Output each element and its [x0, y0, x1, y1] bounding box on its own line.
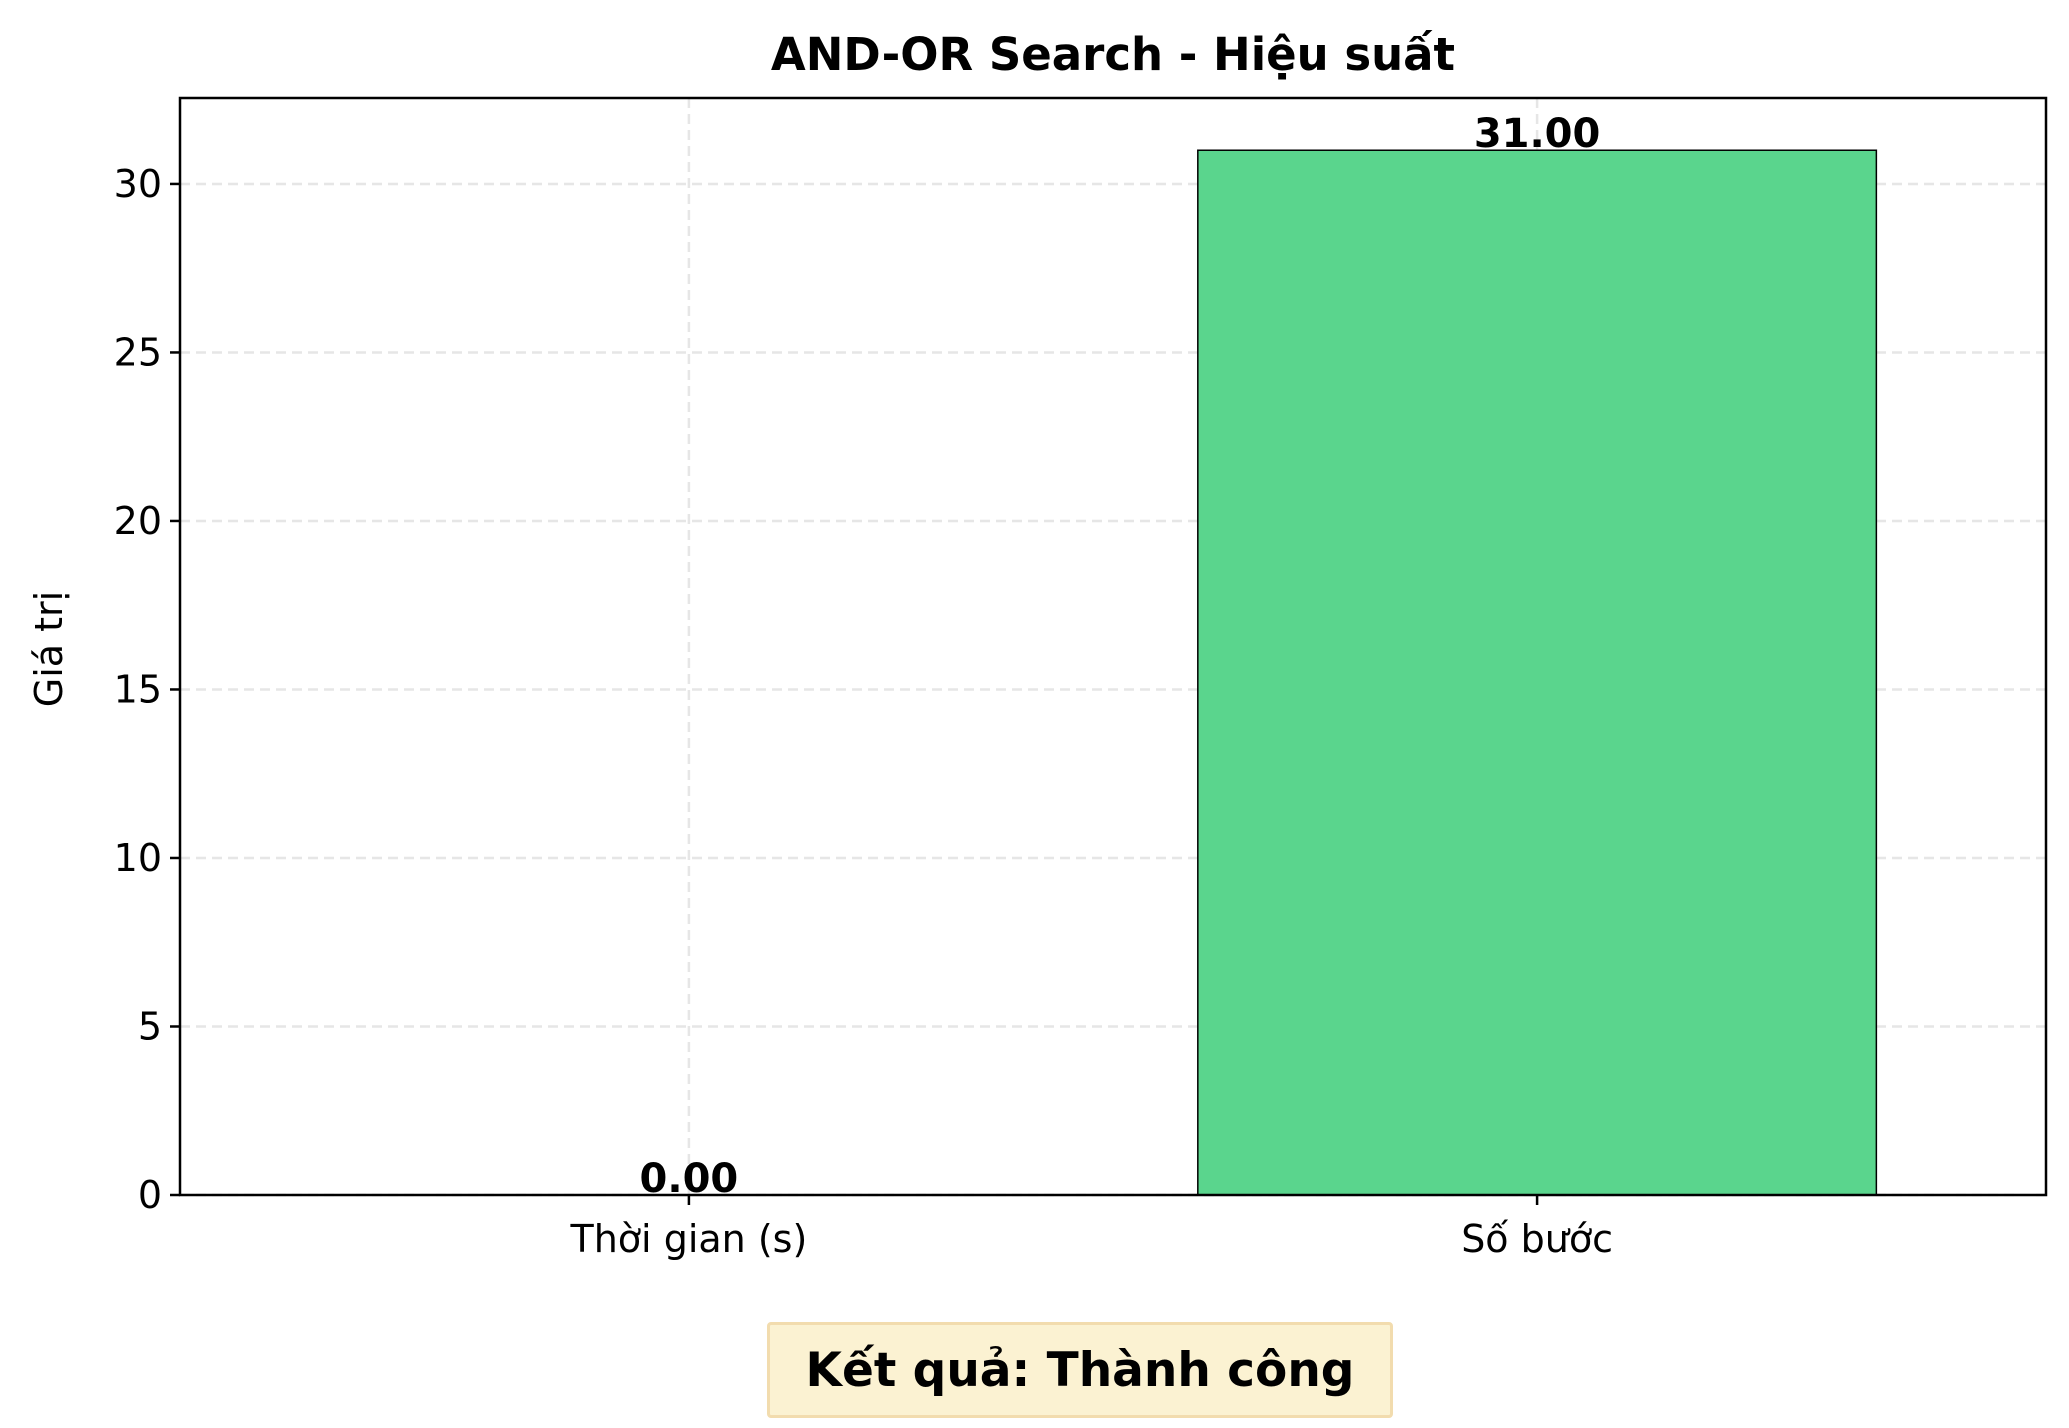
y-tick-label: 30 — [114, 162, 162, 206]
tick-layer: 0 5 10 15 20 25 30 Thời gian (s) Số bước — [114, 162, 1613, 1261]
x-tick-label: Số bước — [1461, 1217, 1613, 1261]
y-tick-label: 5 — [138, 1004, 162, 1048]
y-tick-label: 20 — [114, 499, 162, 543]
bar-1 — [1197, 149, 1878, 1196]
y-axis-label: Giá trị — [27, 591, 71, 707]
bar-layer — [1197, 149, 1878, 1196]
result-label: Kết quả: Thành công — [805, 1342, 1355, 1398]
label-layer: 0.00 31.00 — [640, 111, 1601, 1202]
data-label: 31.00 — [1474, 111, 1601, 157]
data-label: 0.00 — [640, 1156, 739, 1202]
grid-layer — [180, 98, 2046, 1197]
y-tick-label: 0 — [138, 1173, 162, 1217]
x-tick-label: Thời gian (s) — [570, 1217, 808, 1261]
y-tick-label: 10 — [114, 836, 162, 880]
plot-frame — [178, 96, 2048, 1197]
y-tick-label: 25 — [114, 330, 162, 374]
result-box: Kết quả: Thành công — [767, 1322, 1393, 1418]
chart-title: AND-OR Search - Hiệu suất — [771, 28, 1455, 81]
y-tick-label: 15 — [114, 667, 162, 711]
